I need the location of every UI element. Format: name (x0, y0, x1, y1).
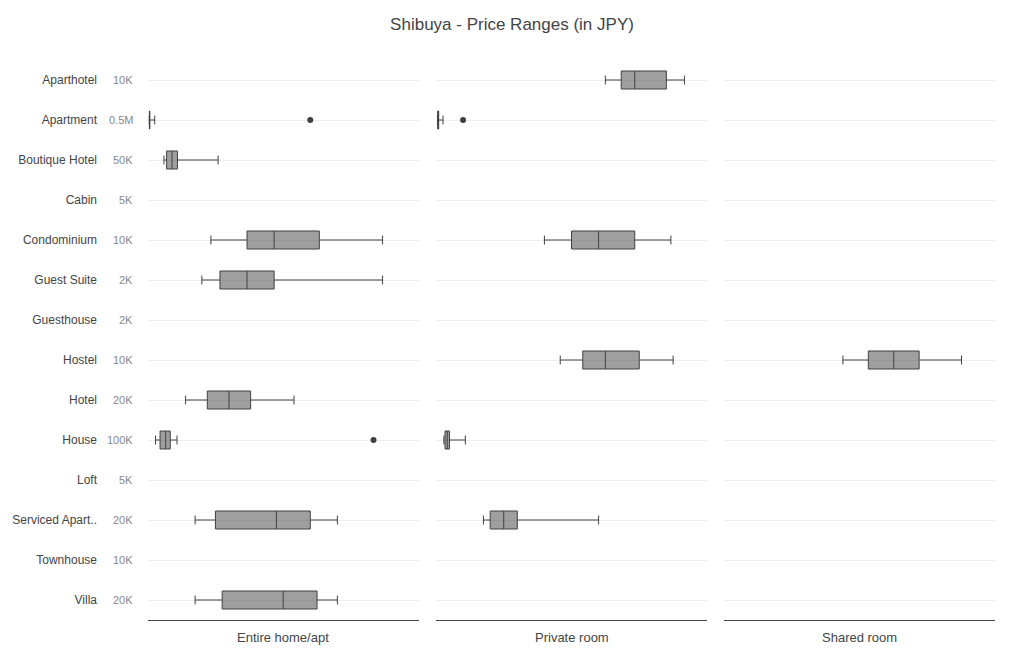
svg-text:10K: 10K (113, 354, 133, 366)
svg-text:Apartment: Apartment (42, 113, 98, 127)
svg-text:5K: 5K (119, 474, 133, 486)
svg-text:Townhouse: Townhouse (36, 553, 97, 567)
svg-text:20K: 20K (113, 514, 133, 526)
svg-text:Shared room: Shared room (822, 630, 897, 645)
svg-text:5K: 5K (119, 194, 133, 206)
svg-text:Loft: Loft (77, 473, 98, 487)
svg-text:100K: 100K (107, 434, 133, 446)
svg-text:Villa: Villa (75, 593, 98, 607)
svg-text:Guesthouse: Guesthouse (32, 313, 97, 327)
svg-text:2K: 2K (119, 314, 133, 326)
svg-text:Condominium: Condominium (23, 233, 97, 247)
svg-text:Hostel: Hostel (63, 353, 97, 367)
svg-text:Guest Suite: Guest Suite (34, 273, 97, 287)
svg-text:10K: 10K (113, 554, 133, 566)
svg-text:10K: 10K (113, 74, 133, 86)
svg-text:Private room: Private room (535, 630, 609, 645)
svg-text:Shibuya - Price Ranges (in JPY: Shibuya - Price Ranges (in JPY) (390, 15, 634, 34)
svg-text:Cabin: Cabin (66, 193, 97, 207)
svg-text:20K: 20K (113, 594, 133, 606)
svg-text:Serviced Apart..: Serviced Apart.. (12, 513, 97, 527)
svg-text:50K: 50K (113, 154, 133, 166)
svg-text:20K: 20K (113, 394, 133, 406)
svg-text:0.5M: 0.5M (109, 114, 133, 126)
svg-text:Entire home/apt: Entire home/apt (237, 630, 329, 645)
svg-text:House: House (62, 433, 97, 447)
svg-text:10K: 10K (113, 234, 133, 246)
svg-text:Hotel: Hotel (69, 393, 97, 407)
svg-text:Aparthotel: Aparthotel (42, 73, 97, 87)
svg-text:Boutique Hotel: Boutique Hotel (18, 153, 97, 167)
svg-text:2K: 2K (119, 274, 133, 286)
